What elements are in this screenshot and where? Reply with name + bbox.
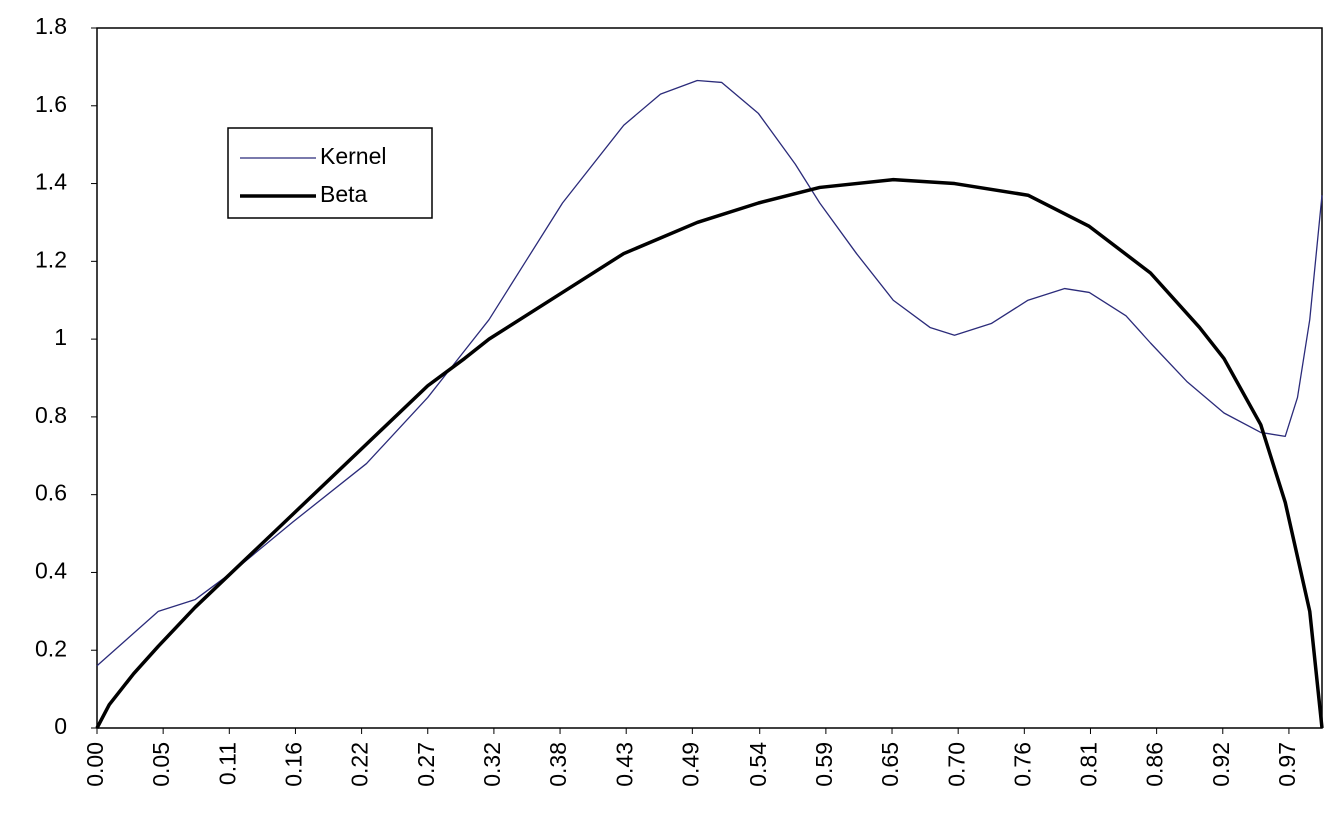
x-tick-label: 0.49 [677, 742, 703, 787]
x-tick-label: 0.97 [1274, 742, 1300, 787]
legend-label: Beta [320, 181, 368, 207]
y-tick-label: 0.6 [35, 480, 67, 506]
y-tick-label: 1 [54, 324, 67, 350]
series-line [95, 177, 1324, 729]
series-line [96, 79, 1323, 667]
x-tick-label: 0.22 [347, 742, 373, 787]
y-tick-label: 1.8 [35, 13, 67, 39]
y-tick-label: 0.8 [35, 402, 67, 428]
x-tick-label: 0.38 [545, 742, 571, 787]
y-tick-label: 1.2 [35, 246, 67, 272]
y-tick-label: 0.2 [35, 635, 67, 661]
x-tick-label: 0.65 [877, 742, 903, 787]
y-tick-label: 1.4 [35, 169, 67, 195]
x-tick-label: 0.59 [811, 742, 837, 787]
y-tick-label: 0 [54, 713, 67, 739]
x-tick-label: 0.32 [479, 742, 505, 787]
legend-label: Kernel [320, 143, 386, 169]
x-tick-label: 0.43 [611, 742, 637, 787]
x-tick-label: 0.54 [745, 742, 771, 787]
y-tick-label: 1.6 [35, 91, 67, 117]
x-tick-label: 0.92 [1208, 742, 1234, 787]
x-tick-label: 0.05 [148, 742, 174, 787]
x-tick-label: 0.27 [413, 742, 439, 787]
legend-box [227, 127, 433, 219]
x-tick-label: 0.11 [214, 742, 240, 785]
x-tick-label: 0.81 [1076, 742, 1102, 787]
x-tick-label: 0.00 [82, 742, 108, 787]
x-tick-label: 0.86 [1142, 742, 1168, 787]
x-tick-label: 0.16 [281, 742, 307, 787]
x-tick-label: 0.76 [1009, 742, 1035, 787]
y-tick-label: 0.4 [35, 558, 67, 584]
x-tick-label: 0.70 [943, 742, 969, 787]
